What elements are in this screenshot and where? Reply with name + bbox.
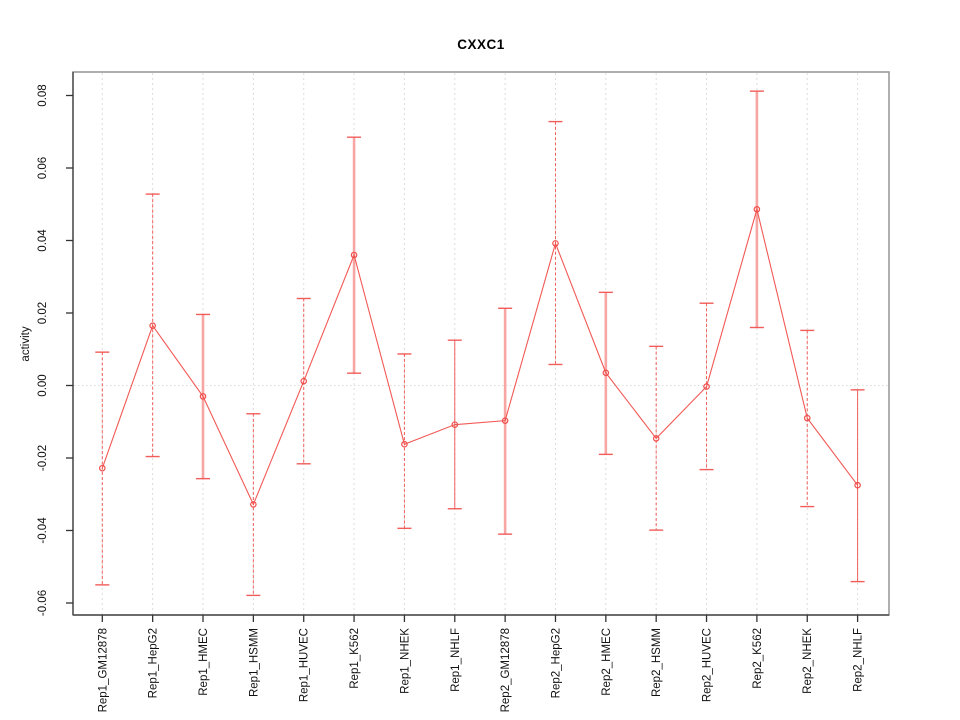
y-tick-label: 0.06 bbox=[37, 157, 49, 179]
data-point bbox=[753, 206, 761, 213]
data-point bbox=[250, 501, 257, 508]
x-tick-label: Rep2_K562 bbox=[752, 628, 764, 689]
series-line bbox=[101, 207, 859, 506]
data-point bbox=[99, 464, 106, 472]
x-tick-label: Rep1_HUVEC bbox=[299, 628, 311, 702]
x-tick-label: Rep1_HepG2 bbox=[148, 628, 160, 698]
y-tick-label: 0.02 bbox=[37, 302, 49, 324]
x-tick-label: Rep2_HepG2 bbox=[550, 628, 562, 698]
x-tick-label: Rep2_HSMM bbox=[651, 628, 663, 697]
x-tick-label: Rep1_NHLF bbox=[450, 628, 462, 692]
y-tick-label: -0.06 bbox=[37, 590, 49, 616]
y-tick-label: 0.00 bbox=[37, 374, 49, 396]
x-tick-label: Rep2_NHLF bbox=[853, 628, 865, 692]
x-tick-label: Rep1_NHEK bbox=[399, 628, 411, 694]
data-point bbox=[401, 440, 408, 448]
x-tick-label: Rep1_K562 bbox=[349, 628, 361, 689]
x-tick-label: Rep2_HUVEC bbox=[702, 628, 714, 702]
y-tick-label: -0.04 bbox=[37, 517, 49, 544]
y-tick-label: -0.02 bbox=[37, 445, 49, 471]
data-point bbox=[854, 481, 861, 489]
x-tick-label: Rep2_GM12878 bbox=[500, 628, 512, 712]
data-point bbox=[803, 414, 811, 422]
plot-border bbox=[72, 71, 890, 616]
data-point bbox=[652, 435, 660, 442]
data-point bbox=[703, 383, 710, 390]
x-tick-label: Rep2_NHEK bbox=[802, 628, 814, 694]
data-point bbox=[451, 421, 459, 428]
data-point bbox=[501, 417, 509, 424]
data-point bbox=[300, 377, 308, 385]
x-tick-label: Rep1_GM12878 bbox=[97, 628, 109, 712]
y-tick-label: 0.08 bbox=[37, 84, 49, 106]
data-point bbox=[199, 393, 207, 400]
data-point bbox=[602, 369, 610, 377]
chart-title: CXXC1 bbox=[457, 37, 505, 52]
x-tick-label: Rep2_HMEC bbox=[601, 628, 613, 696]
x-tick-label: Rep1_HSMM bbox=[248, 628, 260, 697]
x-tick-label: Rep1_HMEC bbox=[198, 628, 210, 696]
data-point bbox=[149, 322, 156, 329]
data-point bbox=[350, 251, 358, 259]
y-tick-label: 0.04 bbox=[37, 229, 49, 252]
data-point bbox=[552, 240, 559, 247]
